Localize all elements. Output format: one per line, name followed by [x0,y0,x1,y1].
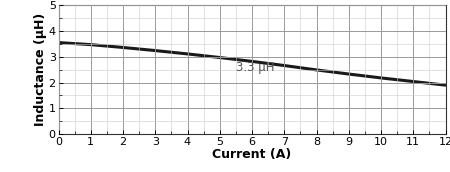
Y-axis label: Inductance (μH): Inductance (μH) [34,13,47,126]
Text: 3.3 μH: 3.3 μH [236,61,274,74]
X-axis label: Current (A): Current (A) [212,148,292,161]
